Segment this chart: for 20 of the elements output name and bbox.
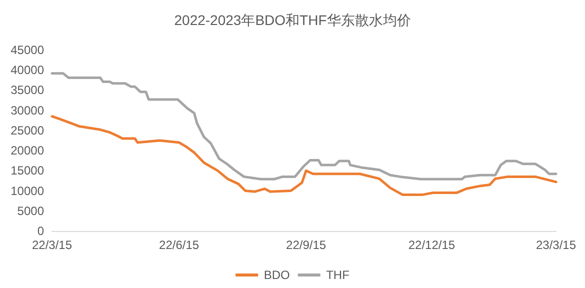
legend-label: BDO bbox=[264, 268, 290, 282]
y-tick-label: 20000 bbox=[10, 144, 44, 158]
chart-title: 2022-2023年BDO和THF华东散水均价 bbox=[174, 12, 411, 28]
x-tick-label: 23/3/15 bbox=[536, 238, 576, 252]
y-tick-label: 40000 bbox=[10, 63, 44, 78]
x-tick-label: 22/9/15 bbox=[286, 238, 326, 252]
x-tick-label: 22/6/15 bbox=[159, 238, 200, 252]
y-tick-label: 0 bbox=[37, 224, 44, 238]
line-series bbox=[50, 115, 558, 196]
y-tick-label: 45000 bbox=[10, 43, 44, 57]
line-series bbox=[50, 72, 558, 180]
y-tick-label: 35000 bbox=[10, 83, 44, 98]
y-tick-label: 15000 bbox=[10, 164, 44, 178]
legend-label: THF bbox=[326, 268, 350, 282]
y-tick-label: 5000 bbox=[17, 204, 44, 218]
x-tick-label: 22/12/15 bbox=[408, 238, 456, 252]
y-tick-label: 30000 bbox=[10, 103, 44, 118]
y-tick-label: 10000 bbox=[10, 184, 44, 198]
x-tick-label: 22/3/15 bbox=[32, 238, 72, 252]
y-tick-label: 25000 bbox=[10, 123, 44, 138]
